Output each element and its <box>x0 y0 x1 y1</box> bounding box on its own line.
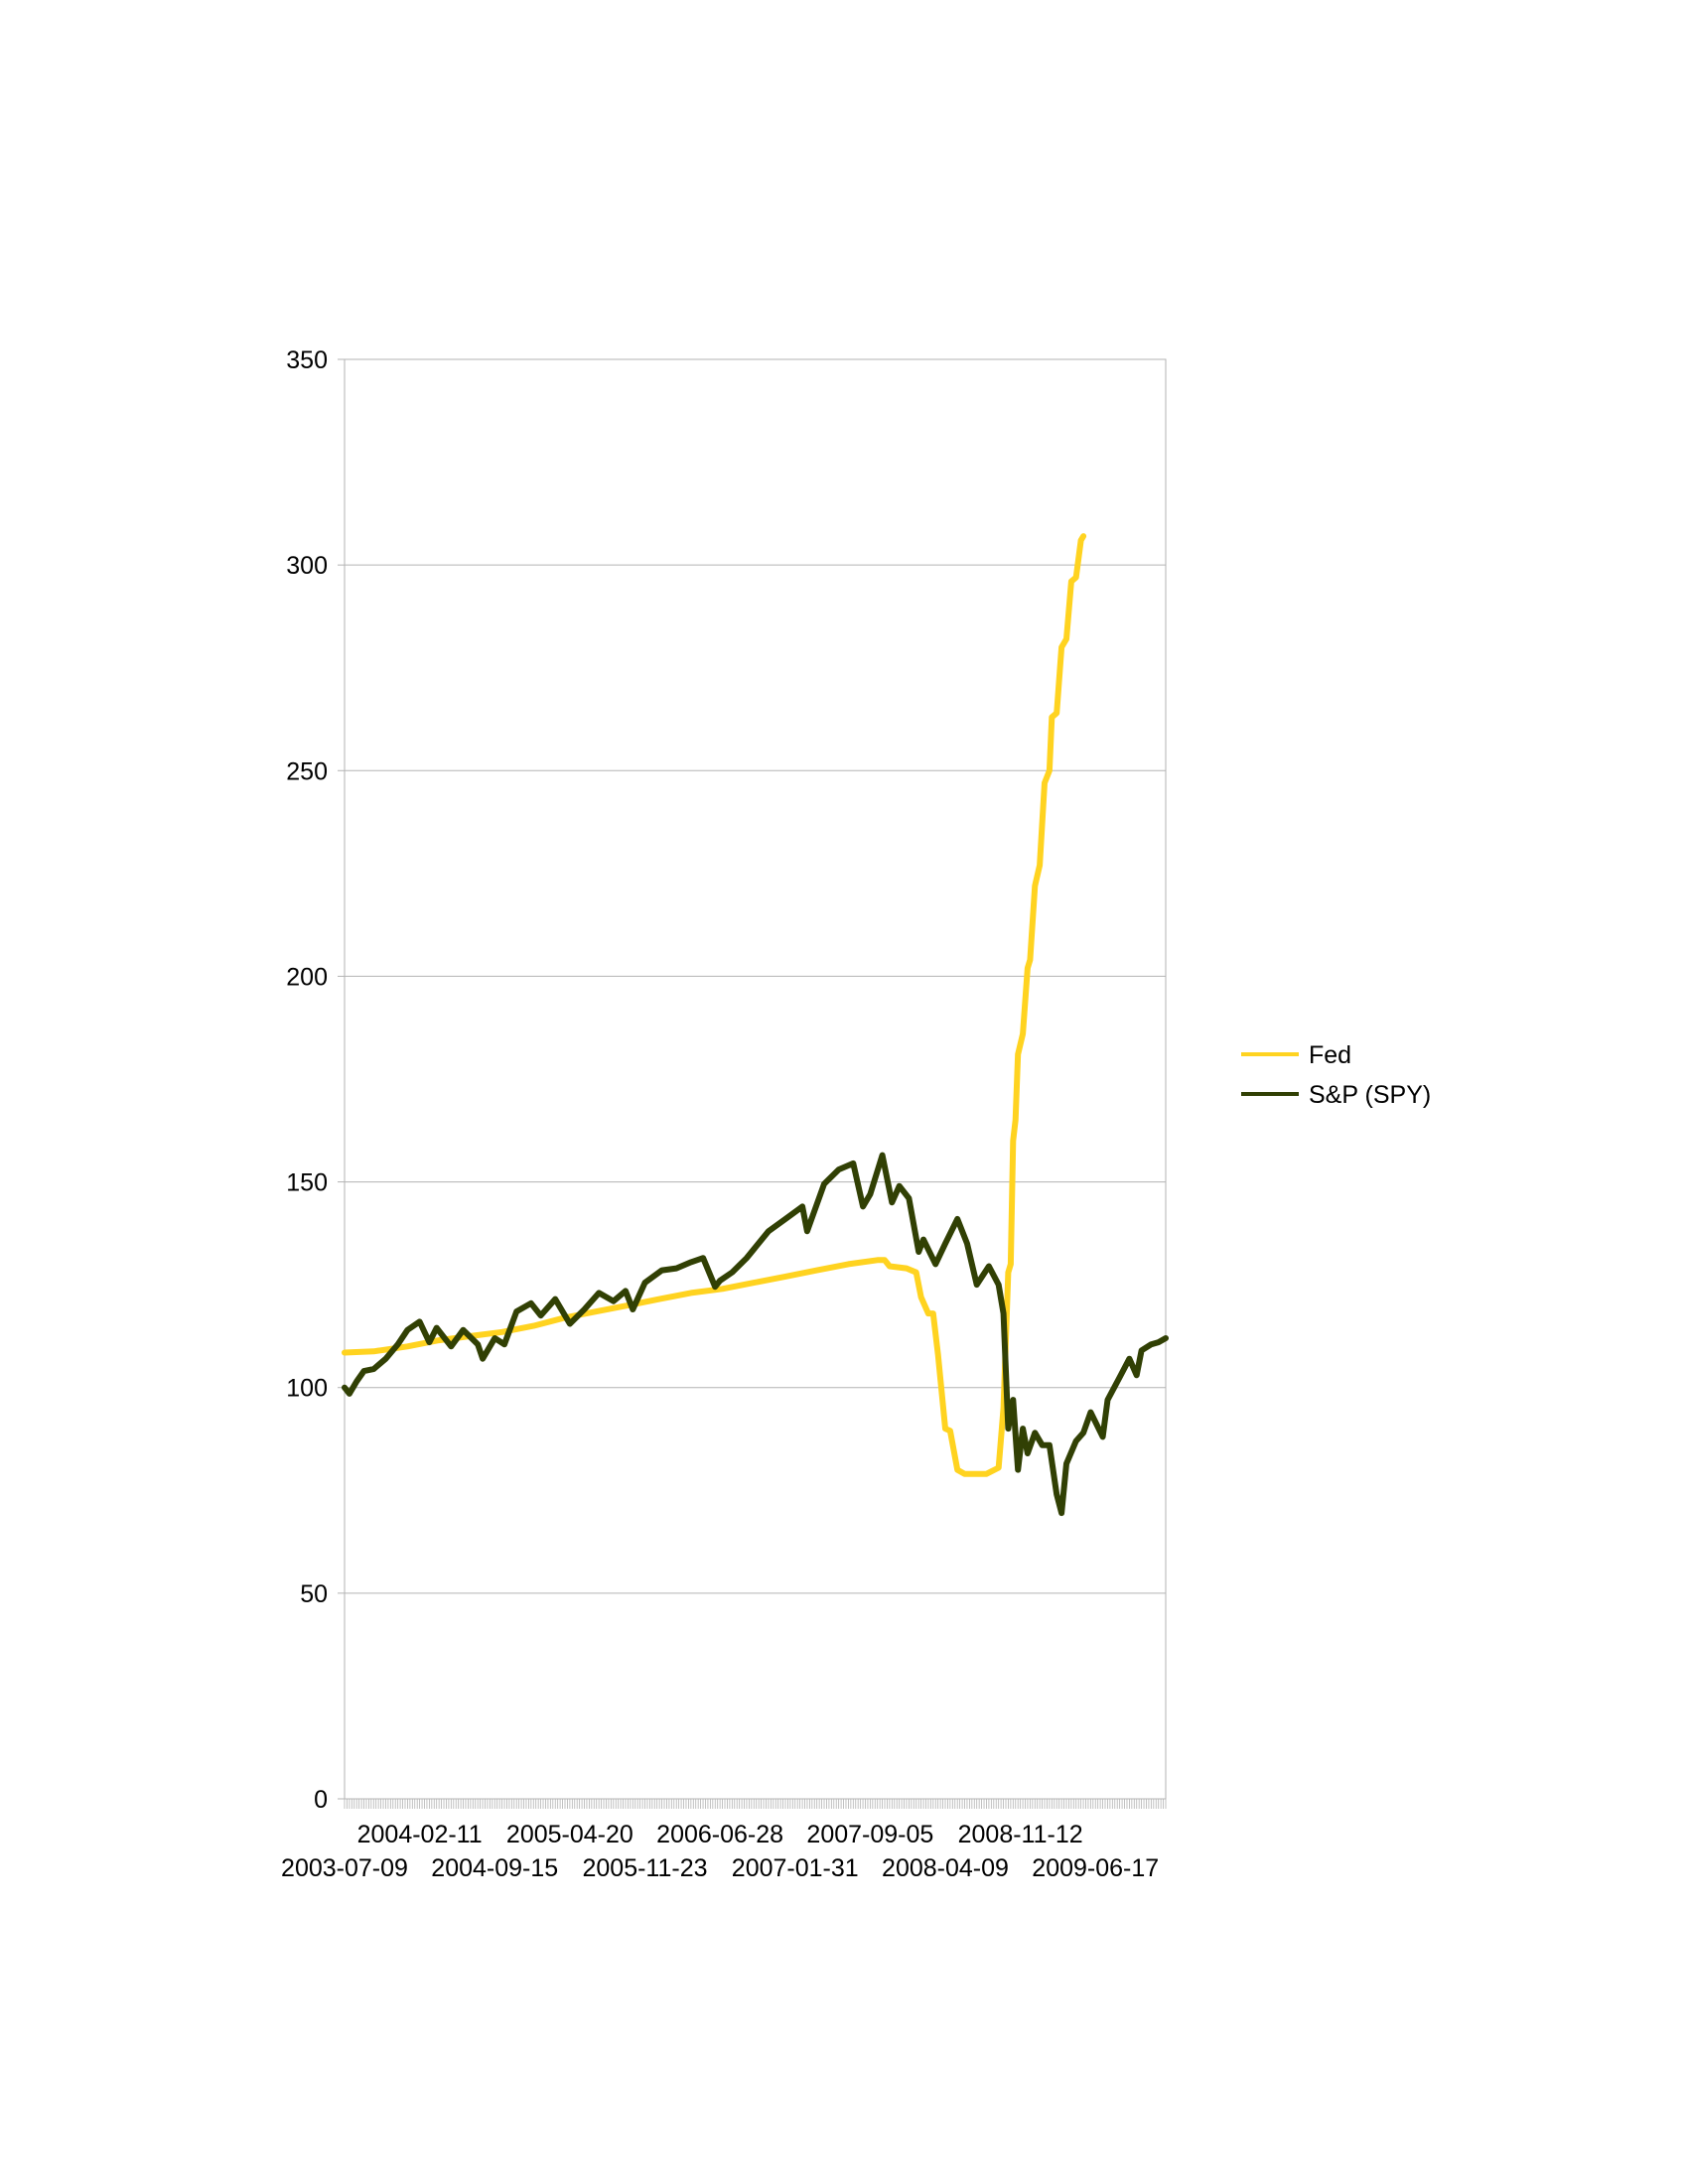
x-tick-label-2008-11-12: 2008-11-12 <box>958 1821 1083 1848</box>
x-minor-tick-marks <box>344 1799 1167 1809</box>
x-axis-tick-labels: 2004-02-11 2005-04-20 2006-06-28 2007-09-05… <box>281 1821 1159 1882</box>
y-tick-label-250: 250 <box>286 757 328 785</box>
y-tick-label-50: 50 <box>300 1580 328 1608</box>
x-tick-label-2005-11-23: 2005-11-23 <box>582 1854 707 1882</box>
y-axis-tick-labels: 0 50 100 150 200 250 300 350 <box>286 346 328 1814</box>
x-tick-label-2004-02-11: 2004-02-11 <box>357 1821 483 1848</box>
y-tick-label-100: 100 <box>286 1375 328 1403</box>
series-line-sp-spy <box>342 1152 1169 1517</box>
x-tick-label-2009-06-17: 2009-06-17 <box>1032 1854 1159 1882</box>
plot-border <box>344 358 1167 1800</box>
x-tick-label-2005-04-20: 2005-04-20 <box>506 1821 633 1848</box>
x-tick-label-2007-09-05: 2007-09-05 <box>806 1821 933 1848</box>
y-tick-label-350: 350 <box>286 346 328 374</box>
series-line-fed <box>342 533 1087 1477</box>
x-tick-label-2008-04-09: 2008-04-09 <box>882 1854 1009 1882</box>
y-tick-label-0: 0 <box>314 1786 328 1814</box>
plot-area <box>344 358 1167 1800</box>
x-tick-label-2006-06-28: 2006-06-28 <box>656 1821 783 1848</box>
y-tick-label-300: 300 <box>286 552 328 580</box>
series-layer <box>342 533 1169 1517</box>
y-tick-label-200: 200 <box>286 963 328 991</box>
legend-label-sp-spy: S&P (SPY) <box>1309 1081 1431 1109</box>
x-axis-minor-ticks <box>344 1799 1167 1809</box>
y-tick-label-150: 150 <box>286 1169 328 1197</box>
x-tick-label-2003-07-09: 2003-07-09 <box>281 1854 408 1882</box>
x-tick-label-2004-09-15: 2004-09-15 <box>431 1854 558 1882</box>
x-tick-label-2007-01-31: 2007-01-31 <box>732 1854 859 1882</box>
legend-label-fed: Fed <box>1309 1041 1351 1069</box>
gridlines <box>338 358 1166 1800</box>
legend: Fed S&P (SPY) <box>1241 1041 1431 1109</box>
